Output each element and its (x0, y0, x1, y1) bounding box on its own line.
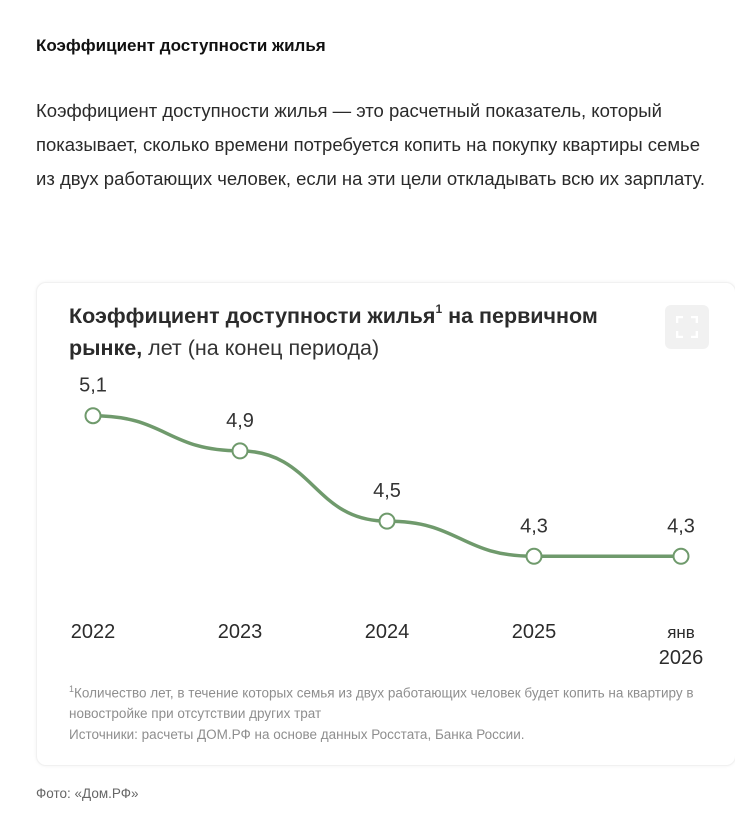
chart-title-bold-2: на первичном рынке, (69, 304, 598, 360)
chart-title: Коэффициент доступности жилья1 на первич… (69, 293, 669, 364)
x-tick-label: 2023 (218, 621, 263, 643)
data-label: 5,1 (79, 375, 107, 397)
data-label: 4,5 (373, 480, 401, 502)
chart-title-footnote-marker: 1 (435, 302, 443, 316)
chart-title-bold: Коэффициент доступности жилья (69, 304, 436, 328)
data-point (525, 547, 543, 565)
photo-caption: Фото: «Дом.РФ» (36, 786, 139, 801)
x-tick-label: янв (667, 623, 695, 642)
chart-title-regular: лет (на конец периода) (142, 336, 380, 360)
chart-card: Коэффициент доступности жилья1 на первич… (36, 282, 735, 766)
expand-button[interactable] (665, 305, 709, 349)
x-tick-label: 2026 (659, 647, 704, 669)
article-paragraph: Коэффициент доступности жилья — это расч… (36, 100, 706, 189)
data-label: 4,9 (226, 410, 254, 432)
footnote-marker: 1 (69, 684, 75, 694)
expand-icon (676, 316, 698, 338)
data-point (84, 407, 102, 425)
footnote-text: Количество лет, в течение которых семья … (69, 685, 694, 721)
article-heading: Коэффициент доступности жилья (36, 36, 326, 55)
data-label: 4,3 (520, 515, 548, 537)
data-point (378, 512, 396, 530)
data-label: 4,3 (667, 515, 695, 537)
data-point (672, 547, 690, 565)
x-tick-label: 2022 (71, 621, 116, 643)
x-tick-label: 2024 (365, 621, 410, 643)
line-chart: 5,1 2022 4,9 2023 4,5 2024 4,3 2025 4,3 янв 2026 (71, 375, 704, 669)
data-point (231, 442, 249, 460)
x-tick-label: 2025 (512, 621, 557, 643)
chart-sources: Источники: расчеты ДОМ.РФ на основе данн… (69, 727, 525, 742)
chart-footnote: 1Количество лет, в течение которых семья… (69, 679, 709, 724)
